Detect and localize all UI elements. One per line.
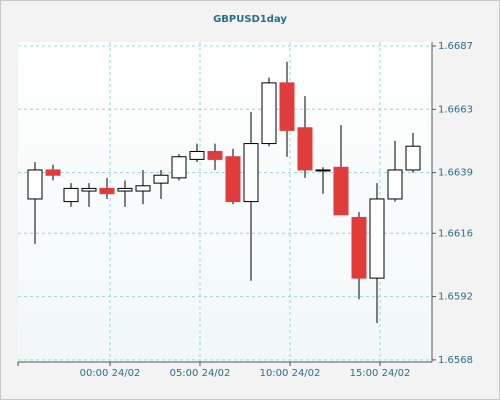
- candle-body: [207, 150, 223, 160]
- candle-body: [153, 174, 169, 184]
- chart-title: GBPUSD1day: [213, 14, 287, 25]
- candle-body: [261, 82, 277, 145]
- x-tick-label: 10:00 24/02: [260, 368, 321, 379]
- candle-body: [171, 156, 187, 179]
- candle-body: [315, 169, 331, 172]
- x-tick-label: 15:00 24/02: [350, 368, 411, 379]
- x-tick-label: 05:00 24/02: [170, 368, 231, 379]
- y-tick-label: 1.6592: [438, 292, 473, 303]
- x-tick-label: 00:00 24/02: [80, 368, 141, 379]
- candle-body: [333, 166, 349, 216]
- candle-body: [63, 187, 79, 203]
- candle-body: [243, 143, 259, 203]
- candle-body: [117, 187, 133, 192]
- candle-body: [135, 185, 151, 192]
- candle-body: [27, 169, 43, 200]
- candle-body: [189, 150, 205, 160]
- y-tick-label: 1.6663: [438, 104, 473, 115]
- candle-body: [405, 145, 421, 171]
- candle-body: [297, 127, 313, 171]
- candle-body: [225, 156, 241, 203]
- candle-body: [387, 169, 403, 200]
- y-tick-label: 1.6616: [438, 228, 473, 239]
- candle-body: [279, 82, 295, 131]
- y-tick-label: 1.6568: [438, 355, 473, 366]
- plot-area: [18, 42, 432, 362]
- y-tick-label: 1.6687: [438, 41, 473, 52]
- candle-body: [369, 198, 385, 279]
- candle-body: [99, 187, 115, 195]
- y-tick-label: 1.6639: [438, 168, 473, 179]
- candle-body: [351, 216, 367, 279]
- candle-body: [45, 169, 61, 176]
- candle-body: [81, 187, 97, 192]
